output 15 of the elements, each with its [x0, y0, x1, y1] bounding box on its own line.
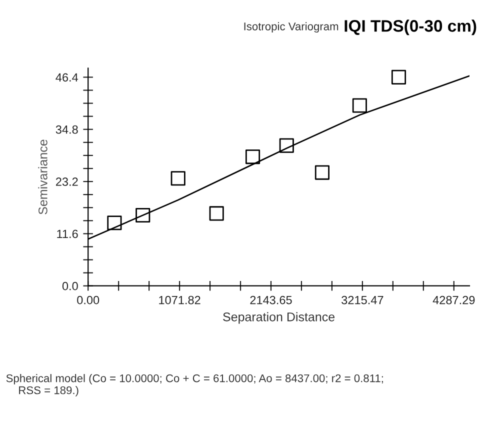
x-axis-title: Separation Distance [223, 312, 335, 324]
y-tick-label: 34.8 [56, 125, 78, 134]
chart-subtitle: Isotropic Variogram [244, 22, 338, 33]
x-tick-label: 3215.47 [342, 296, 384, 304]
x-tick-label: 1071.82 [159, 296, 200, 304]
y-tick-label: 46.4 [56, 73, 78, 82]
x-tick-label: 0.00 [77, 296, 100, 304]
x-tick-label: 2143.65 [250, 296, 292, 304]
y-tick-label: 11.6 [57, 230, 78, 238]
chart-title: IQI TDS(0-30 cm) [344, 20, 476, 36]
x-tick-label: 4287.29 [432, 296, 475, 304]
y-tick-label: 0.0 [62, 282, 78, 290]
y-axis-title: Semivariance [38, 140, 48, 214]
y-tick-label: 23.2 [56, 178, 78, 186]
text: Spherical model (Co = 10.0000; Co + C = 61.0000; Ao = 8437.00; r2 = 0.811; RSS = 189.) [6, 374, 383, 396]
